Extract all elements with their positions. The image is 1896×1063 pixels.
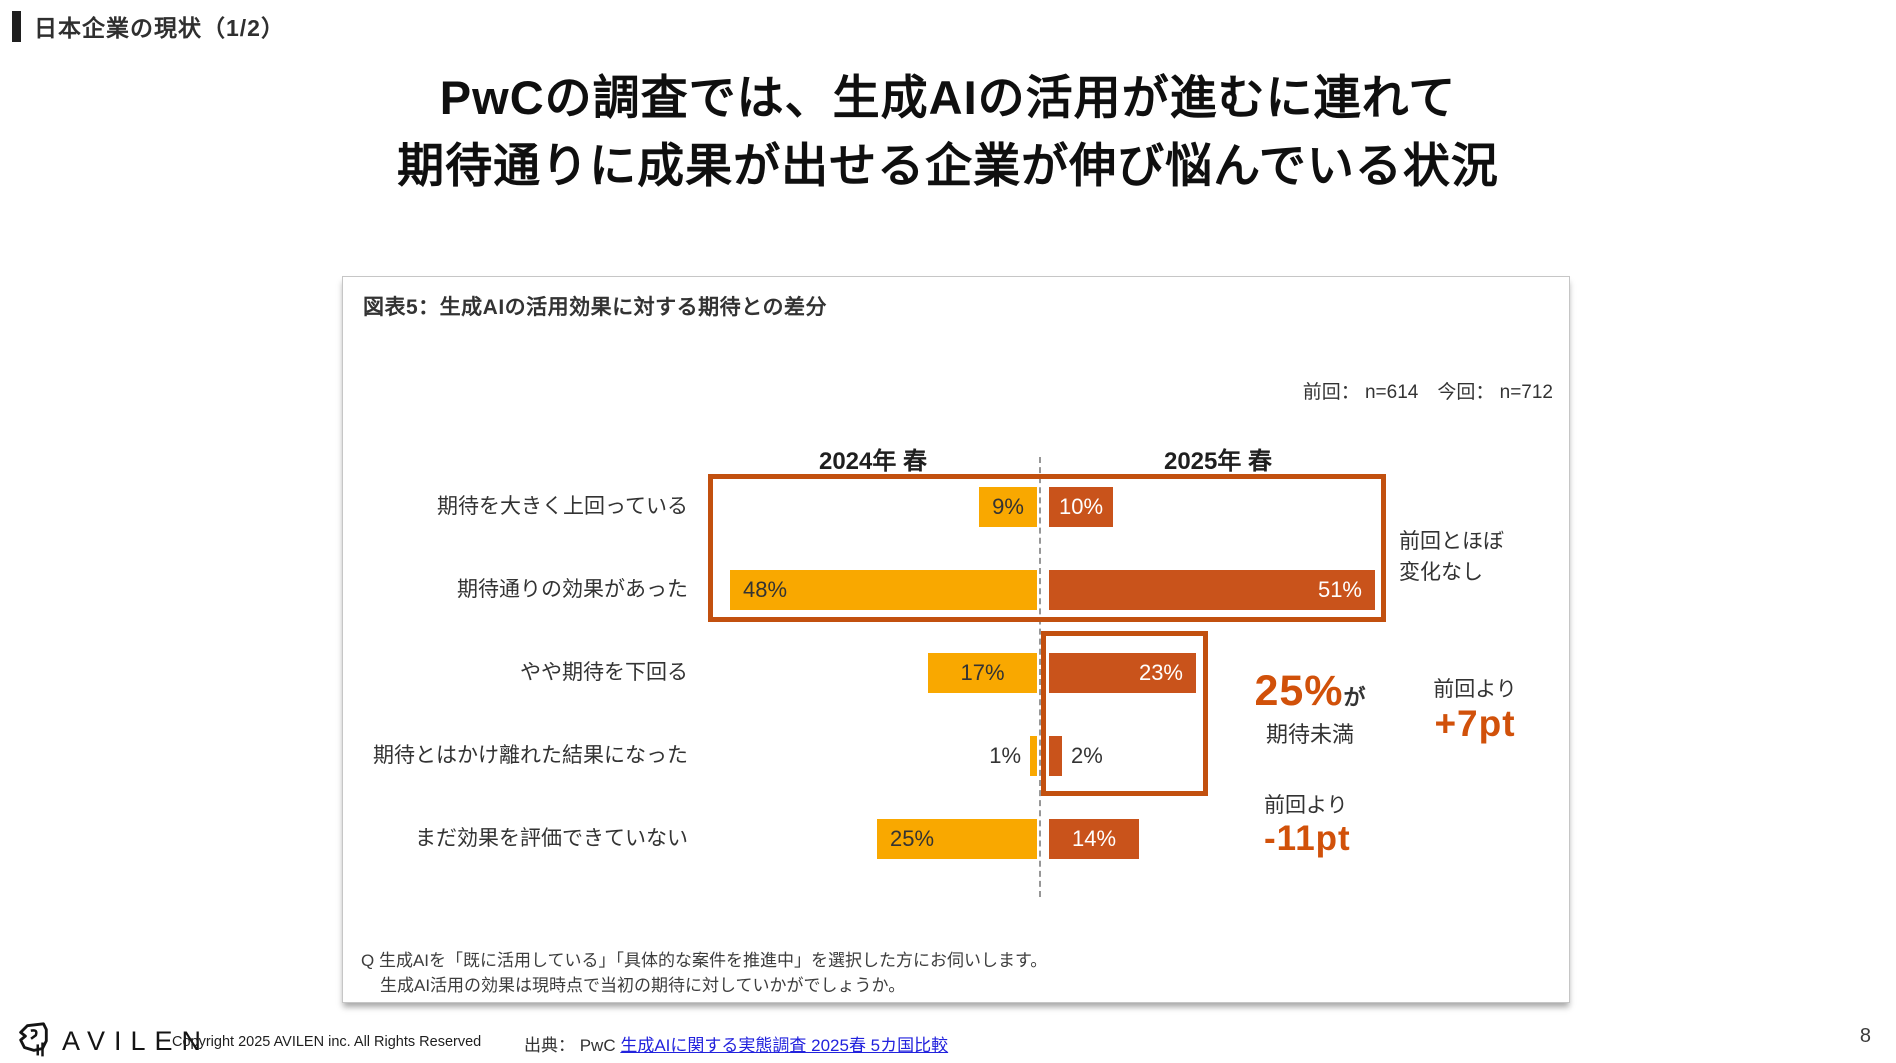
- category-label: まだ効果を評価できていない: [415, 827, 688, 850]
- column-header-2024: 2024年 春: [818, 448, 928, 475]
- category-label: 期待とはかけ離れた結果になった: [373, 744, 688, 767]
- annotation-no-change: 前回とほぼ 変化なし: [1399, 530, 1504, 584]
- bar-value-label: 14%: [1071, 826, 1117, 851]
- bar-value-label: 48%: [743, 577, 788, 602]
- category-label: 期待通りの効果があった: [457, 578, 688, 601]
- kicker-accent-bar: [12, 10, 21, 42]
- source-citation: 出典： PwC 生成AIに関する実態調査 2025春 5カ国比較: [524, 1031, 948, 1056]
- bar-2025: 51%: [1049, 570, 1375, 610]
- slide-kicker: 日本企業の現状（1/2）: [12, 9, 285, 43]
- cell-2025: 10%: [1049, 487, 1569, 527]
- bar-value-label: 9%: [992, 494, 1024, 519]
- annotation-minus-11pt: -11pt: [1264, 819, 1351, 858]
- annotation-vs-prev-up: 前回より +7pt: [1405, 673, 1545, 745]
- avilen-brand-text: AVILEN: [62, 1026, 211, 1056]
- avilen-logo-icon: [14, 1020, 52, 1063]
- survey-question-note: Q 生成AIを「既に活用している」「具体的な案件を推進中」を選択した方にお伺いし…: [361, 951, 1048, 995]
- source-link[interactable]: 生成AIに関する実態調査 2025春 5カ国比較: [620, 1036, 949, 1055]
- bar-value-label: 2%: [1071, 743, 1103, 768]
- slide-title-line1: PwCの調査では、生成AIの活用が進むに連れて: [439, 71, 1457, 124]
- copyright-text: Copyright 2025 AVILEN inc. All Rights Re…: [172, 1034, 482, 1050]
- annotation-below-suffix: が: [1343, 685, 1366, 710]
- annotation-plus-7pt: +7pt: [1434, 703, 1516, 744]
- chart-row: 期待を大きく上回っている 9% 10%: [343, 487, 1569, 527]
- cell-2024: 1%: [343, 736, 1037, 776]
- kicker-text: 日本企業の現状（1/2）: [34, 15, 285, 41]
- bar-value-label: 25%: [890, 826, 935, 851]
- sample-size-note: 前回： n=614 今回： n=712: [1302, 382, 1553, 403]
- cell-2024: 17%: [343, 653, 1037, 693]
- cell-2025: 23%: [1049, 653, 1569, 693]
- cell-2025: 51%: [1049, 570, 1569, 610]
- cell-2024: 48%: [343, 570, 1037, 610]
- chart-row: 期待とはかけ離れた結果になった 1% 2%: [343, 736, 1569, 776]
- bar-2025: 10%: [1049, 487, 1113, 527]
- column-header-2025: 2025年 春: [1163, 448, 1273, 475]
- annotation-below-pct: 25%: [1254, 667, 1344, 715]
- bar-value-label: 10%: [1058, 494, 1104, 519]
- bar-2024: [1030, 736, 1037, 776]
- bar-2024: 9%: [979, 487, 1037, 527]
- chart-row: まだ効果を評価できていない 25% 14%: [343, 819, 1569, 859]
- chart-row: やや期待を下回る 17% 23%: [343, 653, 1569, 693]
- bar-2025: 23%: [1049, 653, 1196, 693]
- avilen-logo: AVILEN: [14, 1020, 210, 1063]
- bar-2024: 25%: [877, 819, 1037, 859]
- annotation-below-expectation: 25%が 期待未満: [1221, 667, 1399, 749]
- bar-2025: [1049, 736, 1062, 776]
- source-prefix: 出典： PwC: [524, 1036, 621, 1055]
- bar-value-label: 23%: [1138, 660, 1183, 685]
- bar-2024: 17%: [928, 653, 1037, 693]
- cell-2025: 14%: [1049, 819, 1569, 859]
- cell-2024: 25%: [343, 819, 1037, 859]
- page-number: 8: [1859, 1025, 1871, 1047]
- center-axis-dashed-line: [1039, 457, 1041, 897]
- chart-panel: 図表5：生成AIの活用効果に対する期待との差分 前回： n=614 今回： n=…: [342, 276, 1570, 1003]
- annotation-vs-prev-down: 前回より -11pt: [1264, 789, 1434, 859]
- bar-value-label: 1%: [989, 743, 1021, 768]
- bar-value-label: 51%: [1317, 577, 1362, 602]
- cell-2025: 2%: [1049, 736, 1569, 776]
- slide-title: PwCの調査では、生成AIの活用が進むに連れて 期待通りに成果が出せる企業が伸び…: [0, 64, 1896, 199]
- chart-title: 図表5：生成AIの活用効果に対する期待との差分: [363, 296, 827, 319]
- cell-2024: 9%: [343, 487, 1037, 527]
- annotation-below-label: 期待未満: [1265, 722, 1354, 747]
- bar-2025: 14%: [1049, 819, 1139, 859]
- bar-value-label: 17%: [960, 660, 1005, 685]
- bar-2024: 48%: [730, 570, 1037, 610]
- category-label: 期待を大きく上回っている: [437, 495, 688, 518]
- category-label: やや期待を下回る: [520, 661, 688, 684]
- slide-title-line2: 期待通りに成果が出せる企業が伸び悩んでいる状況: [397, 138, 1499, 192]
- chart-row: 期待通りの効果があった 48% 51%: [343, 570, 1569, 610]
